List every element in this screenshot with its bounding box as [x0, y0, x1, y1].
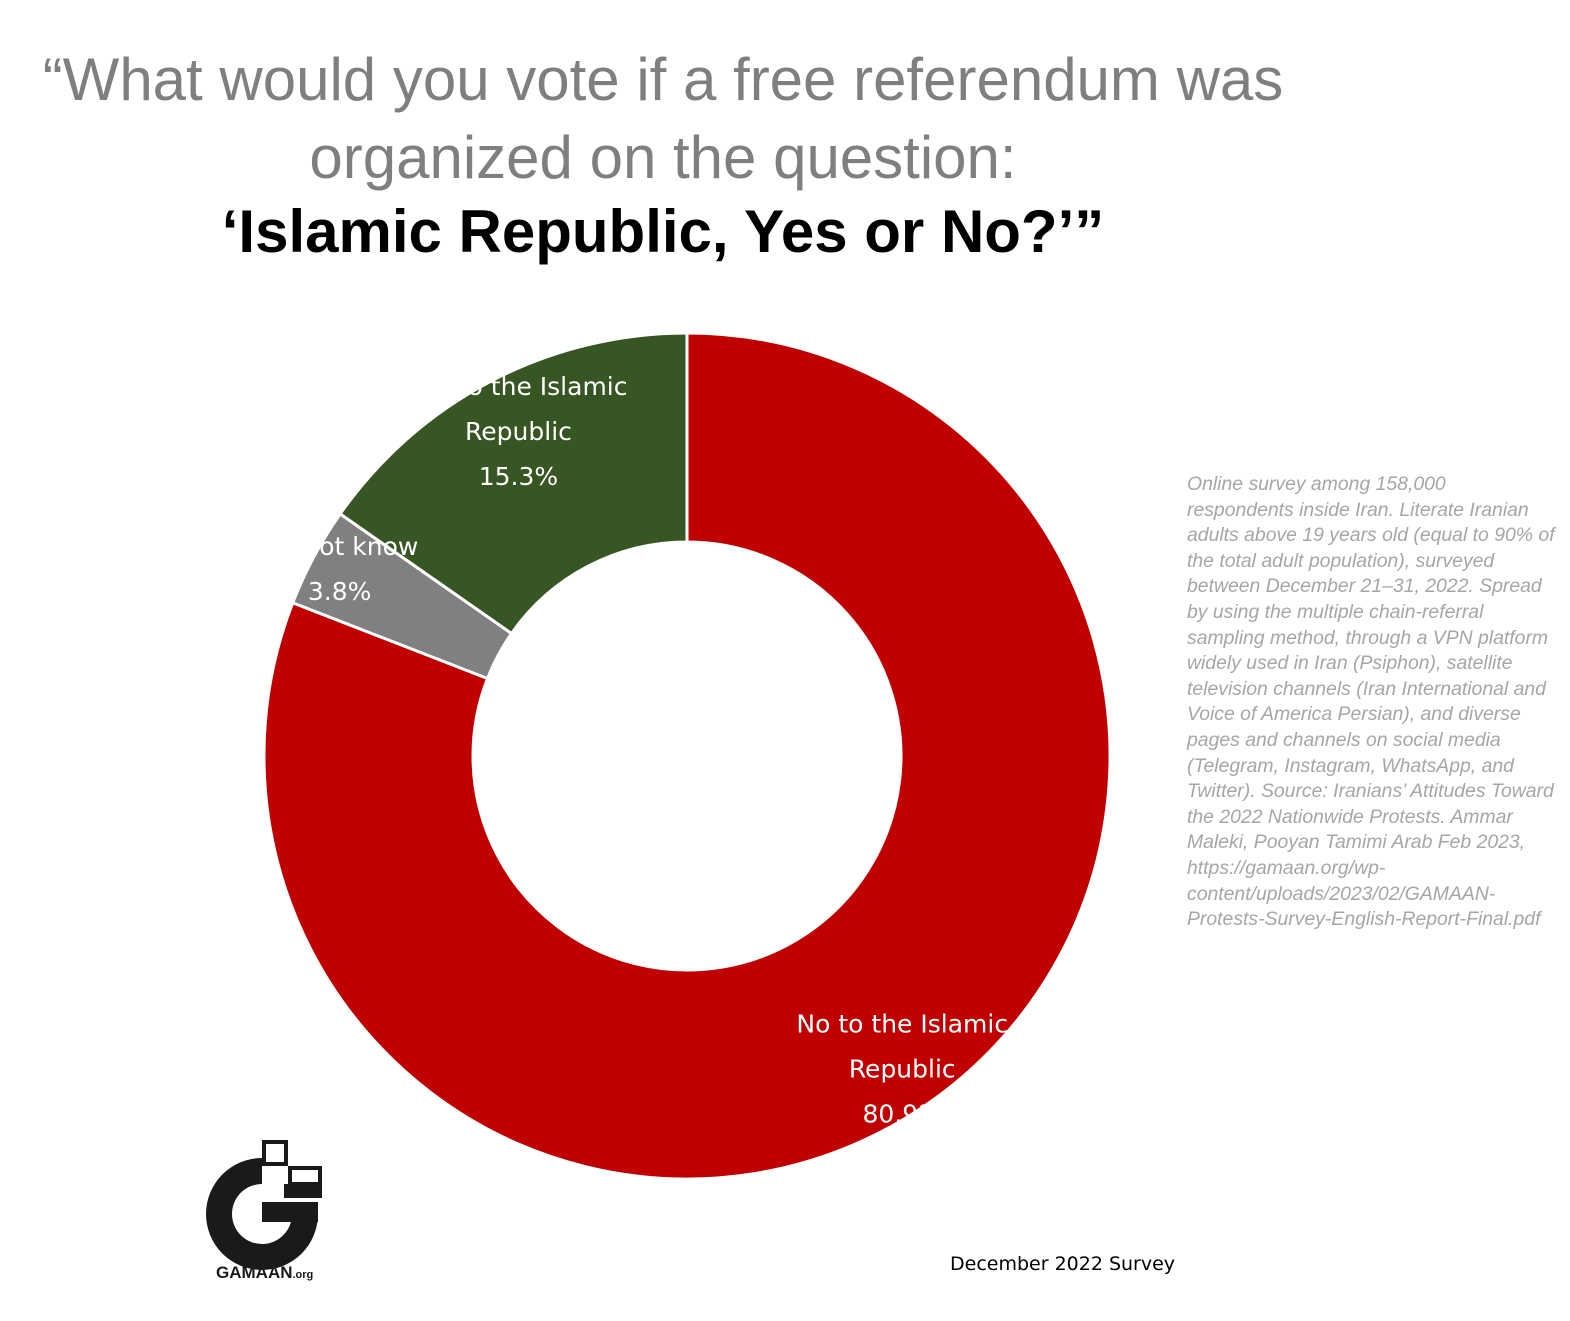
logo-suffix: .org	[292, 1269, 314, 1281]
chart-title-line-1: “What would you vote if a free referendu…	[42, 46, 1284, 113]
survey-methodology-note: Online survey among 158,000 respondents …	[1187, 473, 1555, 931]
survey-date-label: December 2022 Survey	[950, 1253, 1176, 1275]
data-label-value: 15.3%	[479, 462, 558, 491]
donut-slices	[262, 331, 1112, 1181]
data-label-category: Republic	[465, 417, 572, 446]
chart-title-line-2: organized on the question:	[309, 124, 1017, 191]
donut-slice-yes-to-the-islamic-republic	[338, 331, 689, 636]
chart-title-line-3: ‘Islamic Republic, Yes or No?’”	[221, 198, 1105, 265]
gamaan-logo-text: GAMAAN.org	[216, 1263, 313, 1283]
data-label-category: Yes to the Islamic	[408, 372, 627, 401]
logo-name: GAMAAN	[216, 1263, 293, 1282]
gamaan-logo-icon	[206, 1140, 322, 1270]
data-label-category: No to the Islamic	[796, 1010, 1008, 1039]
data-label-category: Do not know	[261, 532, 418, 561]
donut-slice-no-to-the-islamic-republic	[262, 331, 1112, 1181]
data-label-value: 3.8%	[308, 577, 372, 606]
data-label-category: Republic	[849, 1055, 956, 1084]
donut-labels: No to the Islamic Republic 80.9% Do not kno…	[261, 372, 1008, 1129]
data-label-value: 80.9%	[863, 1100, 942, 1129]
